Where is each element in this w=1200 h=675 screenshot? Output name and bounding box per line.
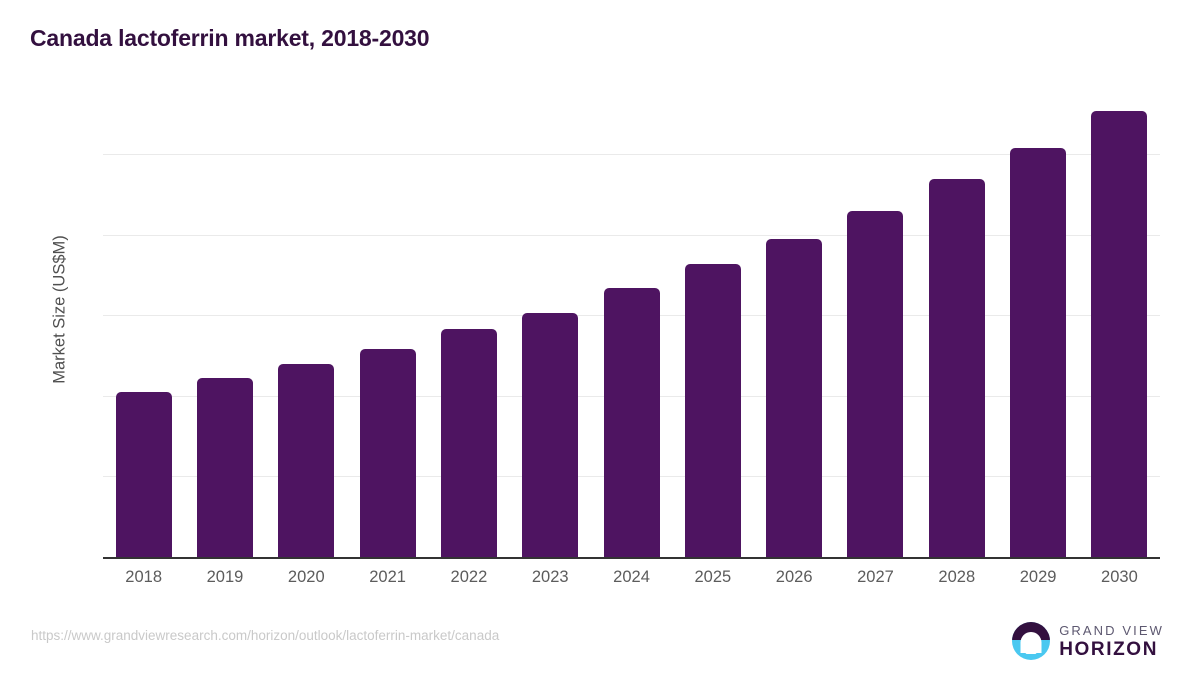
bar-2024[interactable] [603,288,660,557]
x-tick-label-2022: 2022 [450,568,488,586]
bar-slot [184,154,265,557]
bar-slot [591,154,672,557]
gridline [103,234,1160,236]
x-tick-label-2018: 2018 [125,568,163,586]
bar-series [103,111,1160,557]
x-tick-label-2021: 2021 [369,568,406,586]
x-tick-label-2019: 2019 [206,568,244,586]
bar-slot [997,147,1078,557]
logo-line-horizon: HORIZON [1059,638,1159,660]
y-axis-title: Market Size (US$M) [50,235,69,384]
x-tick-label-2027: 2027 [857,568,894,586]
axis-baseline [103,557,1160,559]
x-tick-label-2030: 2030 [1101,568,1138,586]
bar-slot [510,154,591,557]
bar-2023[interactable] [522,312,579,557]
chart-title: Canada lactoferrin market, 2018-2030 [30,25,430,51]
x-tick-label-2028: 2028 [938,568,976,586]
bar-slot [835,154,916,557]
bar-2018[interactable] [115,391,172,557]
x-tick-label-2025: 2025 [694,568,732,586]
bar-slot [428,154,509,557]
bar-2026[interactable] [766,239,823,557]
bar-2030[interactable] [1091,111,1148,557]
icon-line-upper [1022,645,1040,649]
bar-2025[interactable] [684,264,741,557]
bar-slot [916,154,997,557]
x-axis-labels: 2018 2019 2020 2021 2022 2023 2024 2025 2026 2027… [103,568,1160,587]
icon-line-lower [1025,650,1037,654]
bar-slot [754,154,835,557]
bar-2027[interactable] [847,210,904,557]
bar-2019[interactable] [196,377,253,557]
bar-2028[interactable] [928,179,985,557]
bar-slot [672,154,753,557]
bar-2022[interactable] [440,328,497,557]
bar-slot [266,154,347,557]
horizon-sun-icon [1012,622,1051,660]
icon-top-half [1012,622,1051,640]
x-tick-label-2026: 2026 [775,568,813,586]
x-tick-label-2029: 2029 [1019,568,1057,586]
source-url: https://www.grandviewresearch.com/horizo… [31,628,500,643]
logo-line-grand-view: GRAND VIEW [1059,622,1164,638]
bar-slot [1079,111,1160,557]
x-tick-label-2023: 2023 [531,568,569,586]
gridline [103,154,1160,155]
logo-wordmark: GRAND VIEW HORIZON [1059,624,1164,659]
bar-2020[interactable] [278,363,335,557]
bar-2021[interactable] [359,349,416,557]
bar-slot [347,154,428,557]
x-tick-label-2020: 2020 [287,568,325,586]
x-tick-label-2024: 2024 [613,568,650,586]
bar-2029[interactable] [1010,147,1067,557]
bar-slot [103,154,184,557]
grand-view-horizon-logo: GRAND VIEW HORIZON [1012,622,1164,660]
